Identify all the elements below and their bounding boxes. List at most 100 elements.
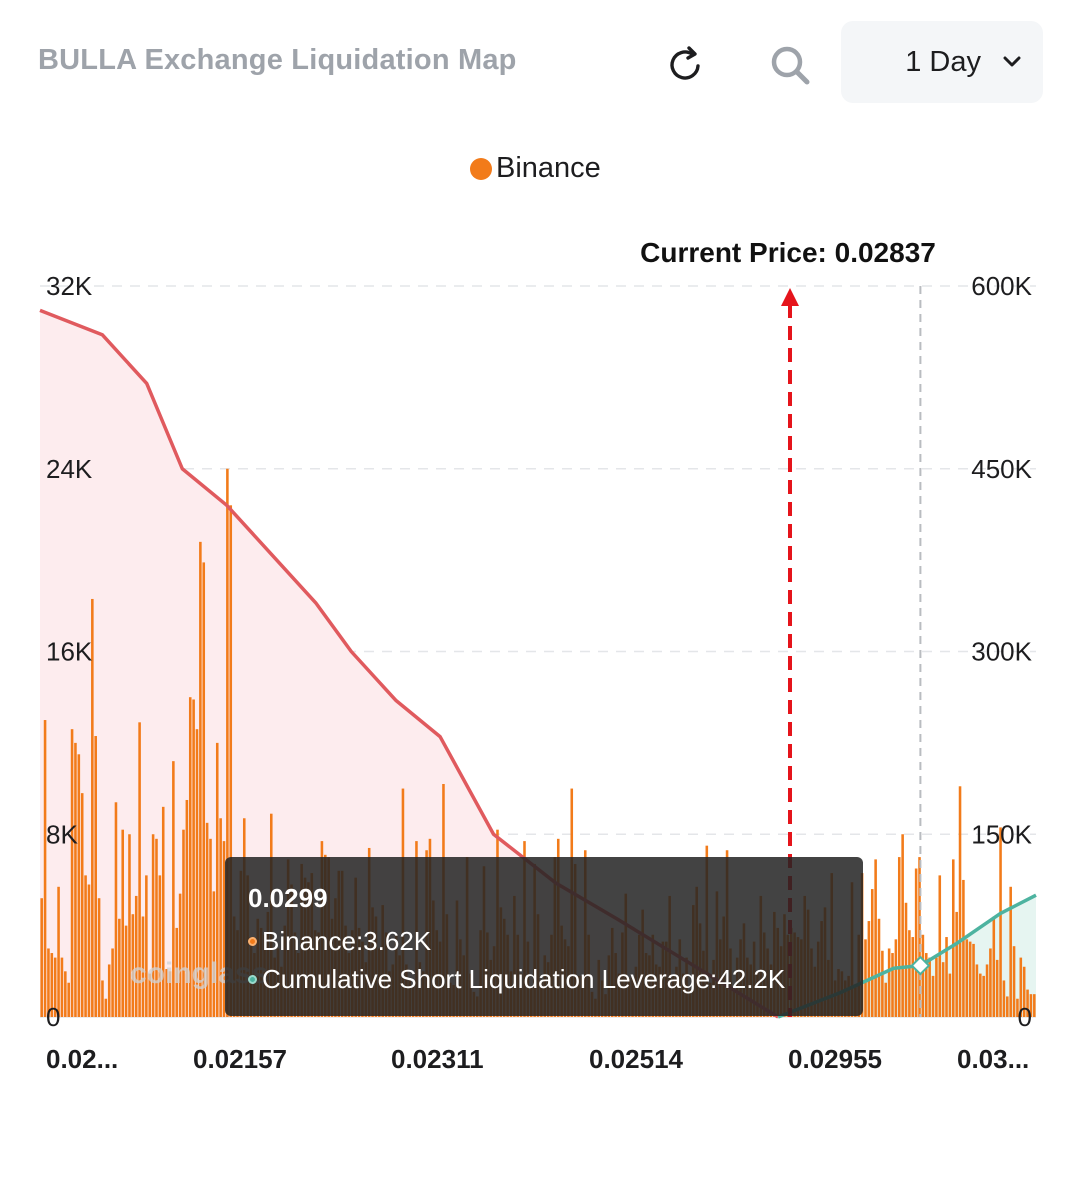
bar <box>226 468 229 1017</box>
bar <box>870 889 874 1017</box>
bar <box>1012 946 1016 1017</box>
bar <box>914 868 918 1017</box>
bar <box>911 937 915 1017</box>
bar <box>60 957 64 1017</box>
bar <box>877 918 881 1017</box>
bar <box>118 918 121 1017</box>
y-left-tick-label: 16K <box>46 637 93 667</box>
bar <box>1019 957 1023 1017</box>
bar <box>161 806 165 1017</box>
bar <box>57 886 60 1017</box>
bar <box>40 898 43 1017</box>
bar <box>175 927 179 1017</box>
x-tick-label: 0.02955 <box>788 1044 882 1074</box>
bar <box>77 754 81 1017</box>
bar <box>128 834 131 1017</box>
bar <box>172 761 175 1017</box>
bar <box>80 793 84 1017</box>
refresh-icon <box>670 46 700 80</box>
tooltip-row-cumulative: Cumulative Short Liquidation Leverage:42… <box>248 960 863 998</box>
current-price-arrow <box>781 288 799 306</box>
x-tick-label: 0.02... <box>46 1044 118 1074</box>
x-tick-label: 0.02514 <box>589 1044 684 1074</box>
bar <box>182 829 185 1017</box>
bar <box>114 802 118 1017</box>
bar <box>138 722 141 1017</box>
bar <box>192 699 195 1017</box>
chevron-down-icon <box>1003 56 1021 67</box>
tooltip-row-binance: Binance:3.62K <box>248 922 863 960</box>
bar <box>979 973 982 1017</box>
bar <box>972 943 975 1017</box>
bar <box>87 884 91 1017</box>
bar <box>168 971 172 1017</box>
bar <box>158 875 162 1017</box>
chart-tooltip: 0.0299 Binance:3.62K Cumulative Short Li… <box>225 857 863 1016</box>
bar <box>70 729 74 1017</box>
search-icon <box>771 46 810 85</box>
bar <box>121 829 125 1017</box>
bar <box>867 921 871 1017</box>
bar <box>124 925 128 1017</box>
short-cumulative-area <box>778 895 1036 1017</box>
bar <box>212 891 216 1017</box>
bar <box>995 959 999 1017</box>
bar <box>199 541 202 1017</box>
long-cumulative-fill <box>40 310 779 1017</box>
bar <box>1029 994 1033 1017</box>
bar <box>931 975 935 1017</box>
page-title: BULLA Exchange Liquidation Map <box>38 44 517 76</box>
legend-label: Binance <box>496 152 601 184</box>
bar <box>938 875 942 1017</box>
bar <box>881 950 884 1017</box>
bar <box>134 895 138 1017</box>
y-right-tick-label: 600K <box>971 271 1032 301</box>
y-right-tick-label: 300K <box>971 637 1032 667</box>
bar <box>222 841 226 1017</box>
time-range-select[interactable]: 1 Day <box>841 21 1043 103</box>
y-right-tick-label: 0 <box>1018 1002 1032 1032</box>
bar <box>928 957 931 1017</box>
bar <box>955 911 958 1017</box>
bar <box>948 973 952 1017</box>
bar <box>968 941 972 1017</box>
bar <box>1026 989 1029 1017</box>
bar <box>229 505 233 1017</box>
bar <box>1009 886 1012 1017</box>
bar <box>155 838 158 1017</box>
bar <box>999 827 1002 1017</box>
bar <box>151 834 155 1017</box>
bar <box>178 893 182 1017</box>
y-left-tick-label: 32K <box>46 271 93 301</box>
bar <box>904 902 908 1017</box>
bar <box>985 964 989 1017</box>
bar <box>188 697 192 1017</box>
bar <box>1033 994 1036 1017</box>
bar <box>1002 980 1006 1017</box>
bar <box>891 953 894 1017</box>
tooltip-cumulative-dot <box>248 974 257 984</box>
y-left-tick-label: 24K <box>46 454 93 484</box>
bar <box>209 838 212 1017</box>
x-tick-label: 0.02311 <box>391 1044 484 1074</box>
bar <box>141 916 145 1017</box>
bar <box>962 879 965 1017</box>
bar <box>1016 998 1019 1017</box>
bar <box>992 916 996 1017</box>
bar <box>884 982 888 1017</box>
search-button[interactable] <box>765 40 815 90</box>
legend-dot <box>470 157 492 180</box>
bar <box>64 971 67 1017</box>
bar <box>219 818 222 1017</box>
tooltip-cumulative-value: Cumulative Short Liquidation Leverage:42… <box>262 963 786 994</box>
bar <box>958 786 962 1017</box>
legend-item-binance[interactable]: Binance <box>470 152 601 185</box>
short-cumulative-fill <box>778 895 1036 1017</box>
x-tick-label: 0.02157 <box>193 1044 287 1074</box>
bar <box>935 957 938 1017</box>
bar <box>91 598 94 1017</box>
time-range-value: 1 Day <box>905 45 981 78</box>
refresh-button[interactable] <box>660 40 710 90</box>
bar <box>111 948 114 1017</box>
bar <box>941 962 945 1017</box>
